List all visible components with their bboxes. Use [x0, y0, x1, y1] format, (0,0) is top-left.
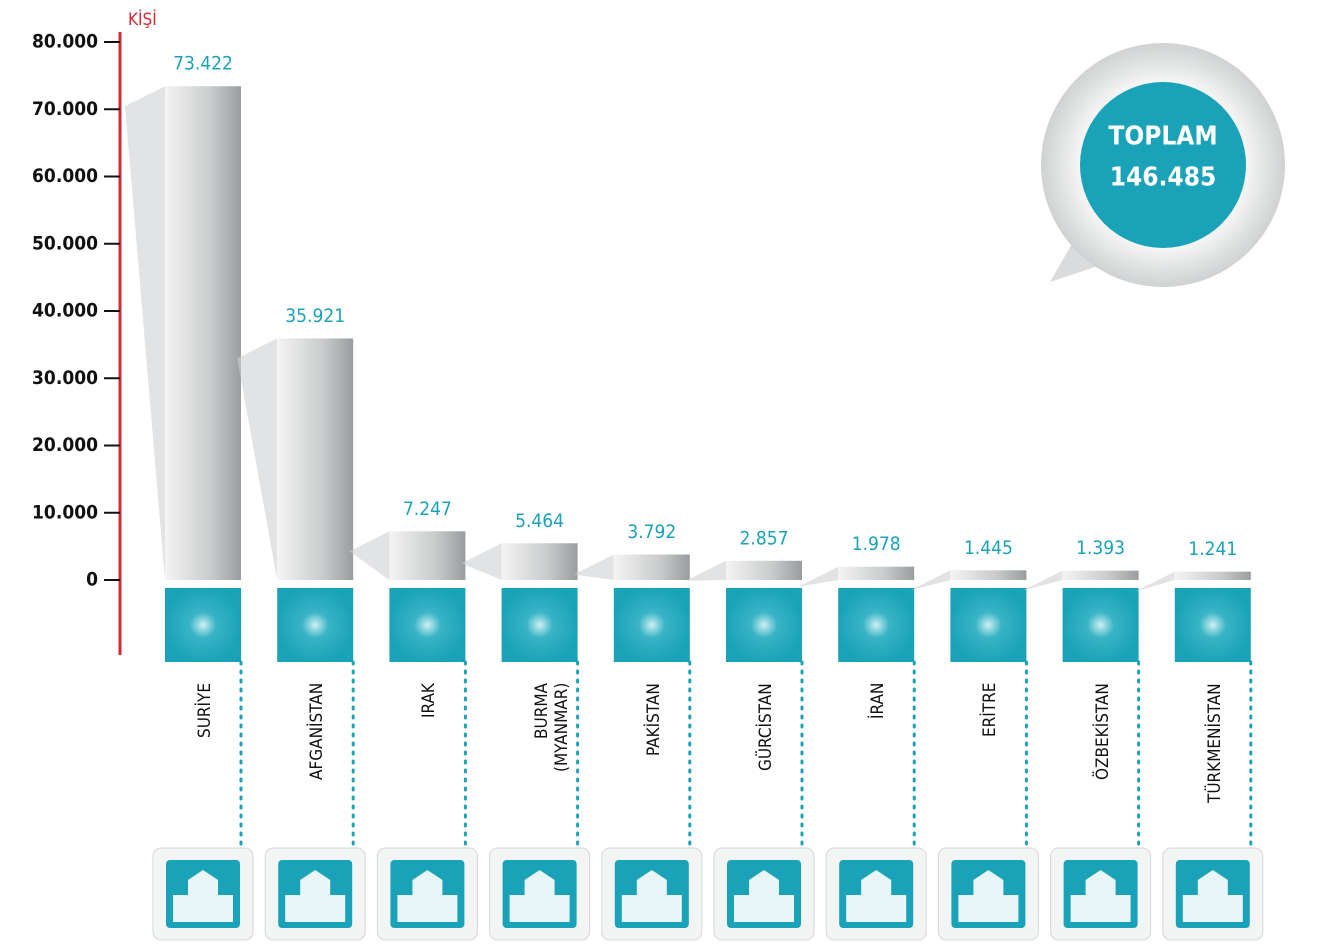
value-label: 1.393: [1076, 537, 1125, 559]
category-box: [277, 588, 354, 662]
category-box: [613, 588, 690, 662]
category-label: İRAN: [868, 683, 889, 720]
bar: [838, 566, 915, 580]
y-tick-label: 80.000: [32, 31, 98, 53]
total-bubble: TOPLAM 146.485: [1041, 43, 1285, 287]
category-label: AFGANİSTAN: [307, 683, 328, 781]
icon-skyline: [734, 870, 794, 922]
icon-skyline: [1182, 870, 1243, 922]
bar-shadow: [1134, 571, 1175, 592]
value-label: 2.857: [740, 527, 789, 549]
category-box: [1062, 588, 1139, 662]
category-box: [389, 588, 466, 662]
bar-shadow: [573, 554, 614, 580]
total-value: 146.485: [1110, 163, 1217, 193]
value-label: 73.422: [173, 53, 233, 75]
bar: [613, 554, 690, 580]
y-tick-label: 30.000: [32, 367, 98, 389]
y-tick-label: 50.000: [32, 232, 98, 254]
bar: [950, 570, 1027, 580]
category-box: [838, 588, 915, 662]
category-label: ÖZBEKİSTAN: [1092, 683, 1113, 780]
y-axis-label: KİŞİ: [128, 9, 157, 30]
y-tick-label: 10.000: [32, 501, 98, 523]
value-label: 1.241: [1188, 538, 1237, 560]
category-box: [726, 588, 802, 662]
total-title: TOPLAM: [1108, 122, 1217, 152]
y-tick-label: 0: [86, 569, 98, 591]
bar-shadow: [461, 543, 502, 580]
y-tick-label: 40.000: [32, 300, 98, 322]
value-label: 3.792: [627, 521, 676, 543]
bar-shadow: [349, 531, 390, 580]
value-label: 35.921: [285, 305, 345, 327]
icon-skyline: [173, 870, 233, 922]
category-label: GÜRCİSTAN: [756, 683, 776, 771]
category-box: [1174, 588, 1251, 662]
value-label: 1.978: [852, 533, 901, 555]
bar-shadow: [237, 338, 278, 580]
value-label: 7.247: [403, 498, 452, 520]
bar: [726, 560, 802, 580]
category-label: TÜRKMENİSTAN: [1204, 683, 1225, 803]
category-label: IRAK: [419, 683, 440, 718]
icon-skyline: [1070, 870, 1131, 922]
y-tick-label: 70.000: [32, 98, 98, 120]
bar: [277, 338, 354, 580]
category-label: SURİYE: [195, 683, 215, 739]
bar: [1174, 571, 1251, 580]
icon-skyline: [958, 870, 1019, 922]
category-label: PAKİSTAN: [643, 683, 664, 756]
y-tick-label: 60.000: [32, 165, 98, 187]
bar-shadow: [686, 560, 726, 581]
category-box: [501, 588, 578, 662]
category-box: [950, 588, 1027, 662]
icon-skyline: [846, 870, 907, 922]
bar-shadow: [798, 566, 839, 587]
icon-skyline: [621, 870, 682, 922]
bar-shadow: [125, 86, 165, 580]
y-tick-label: 20.000: [32, 434, 98, 456]
value-label: 5.464: [515, 510, 564, 532]
bar-shadow: [910, 570, 951, 591]
bar-shadow: [1022, 570, 1063, 591]
bar: [501, 543, 578, 580]
category-box: [165, 588, 241, 662]
bar: [389, 531, 466, 580]
icon-skyline: [285, 870, 346, 922]
category-label: ERİTRE: [980, 683, 1001, 738]
category-label: BURMA (MYANMAR): [531, 683, 572, 773]
icon-skyline: [397, 870, 458, 922]
bar: [165, 86, 241, 580]
bar: [1062, 570, 1139, 580]
icon-skyline: [509, 870, 570, 922]
value-label: 1.445: [964, 537, 1013, 559]
